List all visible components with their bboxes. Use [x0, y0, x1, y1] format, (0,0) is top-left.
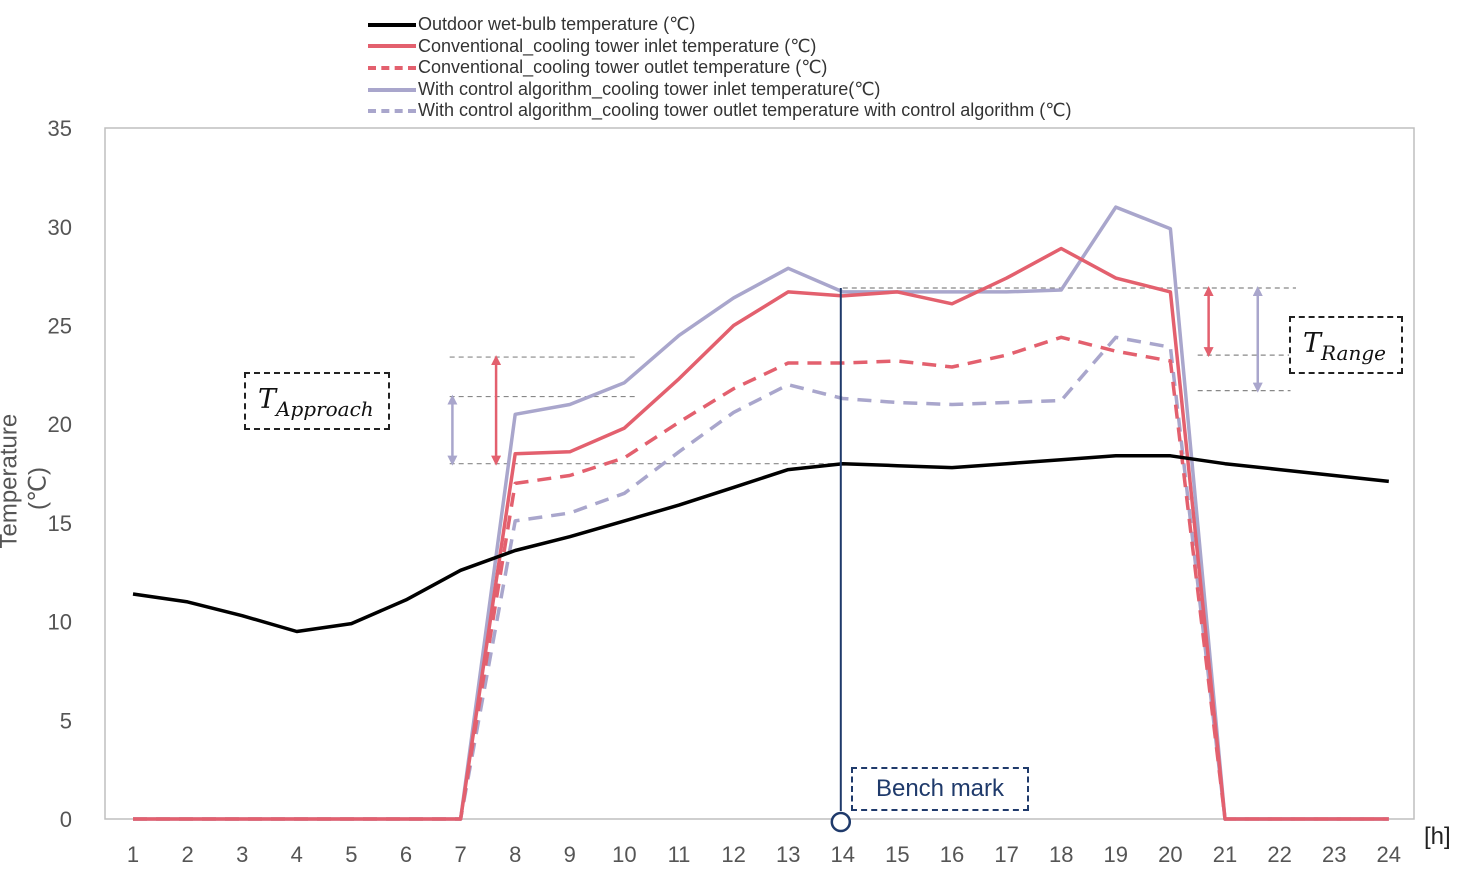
- x-tick-label: 1: [127, 842, 139, 867]
- legend-item-conv-inlet: Conventional_cooling tower inlet tempera…: [368, 36, 1071, 58]
- x-tick-label: 19: [1104, 842, 1128, 867]
- y-tick-label: 20: [48, 412, 72, 437]
- range-symbol: T: [1303, 328, 1322, 359]
- x-tick-label: 8: [509, 842, 521, 867]
- legend-item-wetbulb: Outdoor wet-bulb temperature (℃): [368, 14, 1071, 36]
- x-tick-label: 12: [721, 842, 745, 867]
- range-subscript: Range: [1321, 341, 1386, 365]
- x-tick-label: 7: [454, 842, 466, 867]
- bench-mark-marker: [830, 811, 852, 833]
- legend: Outdoor wet-bulb temperature (℃) Convent…: [368, 14, 1071, 122]
- x-tick-label: 17: [994, 842, 1018, 867]
- y-tick-label: 35: [48, 116, 72, 141]
- x-tick-label: 11: [668, 842, 691, 867]
- y-tick-label: 10: [48, 610, 72, 635]
- x-tick-label: 10: [612, 842, 636, 867]
- bench-mark-label: Bench mark: [851, 767, 1029, 811]
- legend-label-conv-outlet: Conventional_cooling tower outlet temper…: [418, 57, 828, 78]
- x-tick-label: 3: [236, 842, 248, 867]
- x-tick-label: 20: [1158, 842, 1182, 867]
- x-tick-label: 22: [1267, 842, 1291, 867]
- legend-label-wetbulb: Outdoor wet-bulb temperature (℃): [418, 14, 696, 34]
- x-tick-label: 4: [291, 842, 303, 867]
- series-line-3: [133, 205, 1389, 821]
- legend-label-conv-inlet: Conventional_cooling tower inlet tempera…: [418, 35, 817, 56]
- x-tick-label: 6: [400, 842, 412, 867]
- y-axis-label: Temperature (℃): [0, 413, 52, 549]
- x-tick-label: 14: [831, 842, 855, 867]
- x-tick-label: 9: [564, 842, 576, 867]
- y-tick-label: 15: [48, 511, 72, 536]
- legend-swatch-conv-outlet: [368, 65, 416, 70]
- legend-swatch-ctrl-inlet: [368, 87, 416, 92]
- legend-item-ctrl-outlet: With control algorithm_cooling tower out…: [368, 100, 1071, 122]
- legend-label-ctrl-inlet: With control algorithm_cooling tower inl…: [418, 78, 881, 99]
- x-tick-label: 21: [1213, 842, 1237, 867]
- series-line-1: [133, 246, 1389, 821]
- approach-annotation: TApproach: [244, 372, 390, 430]
- legend-swatch-conv-inlet: [368, 44, 416, 49]
- x-tick-label: 2: [181, 842, 193, 867]
- x-tick-label: 13: [776, 842, 800, 867]
- legend-item-ctrl-inlet: With control algorithm_cooling tower inl…: [368, 79, 1071, 101]
- x-tick-label: 23: [1322, 842, 1346, 867]
- approach-subscript: Approach: [276, 397, 374, 421]
- plot-area-frame: [104, 127, 1415, 820]
- range-annotation: TRange: [1289, 316, 1403, 374]
- x-tick-label: 15: [885, 842, 909, 867]
- legend-swatch-wetbulb: [368, 22, 416, 27]
- y-tick-label: 0: [60, 807, 72, 832]
- y-tick-label: 25: [48, 314, 72, 339]
- x-tick-label: 24: [1377, 842, 1401, 867]
- y-tick-label: 30: [48, 215, 72, 240]
- approach-symbol: T: [258, 384, 277, 415]
- x-tick-label: 18: [1049, 842, 1073, 867]
- series-line-0: [132, 454, 1389, 634]
- y-tick-label: 5: [60, 708, 72, 733]
- x-tick-label: 16: [940, 842, 964, 867]
- x-axis-unit: [h]: [1424, 823, 1451, 850]
- legend-label-ctrl-outlet: With control algorithm_cooling tower out…: [418, 100, 1072, 121]
- x-tick-label: 5: [345, 842, 357, 867]
- legend-item-conv-outlet: Conventional_cooling tower outlet temper…: [368, 57, 1071, 79]
- legend-swatch-ctrl-outlet: [368, 109, 416, 114]
